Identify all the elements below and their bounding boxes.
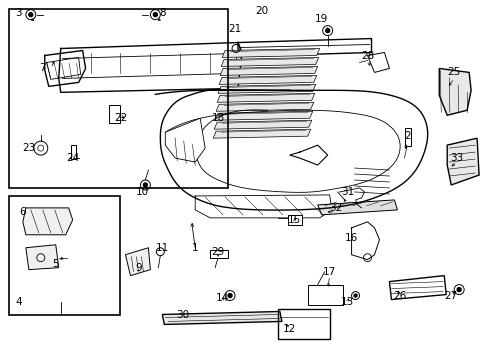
Bar [405, 128, 412, 146]
Text: 12: 12 [283, 324, 296, 334]
Bar [288, 215, 302, 225]
Text: 11: 11 [156, 243, 169, 253]
Circle shape [326, 28, 330, 32]
Text: 28: 28 [361, 51, 374, 62]
Polygon shape [162, 311, 282, 324]
Text: 4: 4 [16, 297, 22, 306]
Polygon shape [447, 138, 479, 185]
Polygon shape [222, 49, 319, 58]
Text: 23: 23 [22, 143, 35, 153]
Text: 3: 3 [16, 8, 22, 18]
Polygon shape [221, 58, 318, 67]
Text: 17: 17 [323, 267, 336, 276]
Circle shape [153, 13, 157, 17]
Text: 13: 13 [341, 297, 354, 306]
Polygon shape [26, 245, 59, 270]
Bar [71, 145, 75, 159]
Polygon shape [390, 276, 446, 300]
Text: 21: 21 [228, 24, 242, 33]
Text: 8: 8 [159, 8, 166, 18]
Text: 32: 32 [329, 203, 343, 213]
Text: 22: 22 [114, 113, 127, 123]
Polygon shape [214, 120, 312, 129]
Text: 9: 9 [135, 263, 142, 273]
Circle shape [228, 293, 232, 298]
Circle shape [457, 288, 461, 292]
Text: 26: 26 [393, 291, 406, 301]
Text: 18: 18 [212, 113, 225, 123]
Text: 2: 2 [404, 131, 411, 141]
Text: 27: 27 [444, 291, 458, 301]
Polygon shape [439, 68, 471, 115]
Text: 5: 5 [52, 259, 59, 269]
Polygon shape [318, 200, 397, 215]
Polygon shape [217, 93, 315, 102]
Text: 16: 16 [345, 233, 358, 243]
Circle shape [354, 294, 357, 297]
Polygon shape [23, 208, 73, 235]
Polygon shape [216, 102, 314, 111]
Polygon shape [219, 75, 317, 84]
Polygon shape [165, 118, 205, 162]
Text: 7: 7 [40, 63, 46, 73]
Polygon shape [215, 111, 313, 120]
Bar [9, 9, 228, 188]
Text: 30: 30 [176, 310, 189, 320]
Text: 25: 25 [447, 67, 461, 77]
Circle shape [144, 183, 147, 187]
Circle shape [29, 13, 33, 17]
Text: 10: 10 [136, 187, 149, 197]
Bar [108, 105, 121, 123]
Polygon shape [125, 248, 150, 276]
Bar [9, 196, 121, 315]
Text: 29: 29 [212, 247, 225, 257]
Bar [278, 310, 330, 339]
Text: 14: 14 [216, 293, 229, 302]
Text: 19: 19 [315, 14, 328, 24]
Text: 31: 31 [341, 187, 354, 197]
Text: 1: 1 [192, 243, 198, 253]
Text: 20: 20 [255, 6, 269, 15]
Polygon shape [220, 67, 318, 75]
Text: 6: 6 [20, 207, 26, 217]
Polygon shape [218, 84, 316, 93]
Text: 33: 33 [450, 153, 464, 163]
Text: 24: 24 [66, 153, 79, 163]
Bar [210, 250, 228, 258]
Polygon shape [213, 129, 311, 138]
Text: 15: 15 [288, 215, 301, 225]
Bar [308, 285, 343, 305]
